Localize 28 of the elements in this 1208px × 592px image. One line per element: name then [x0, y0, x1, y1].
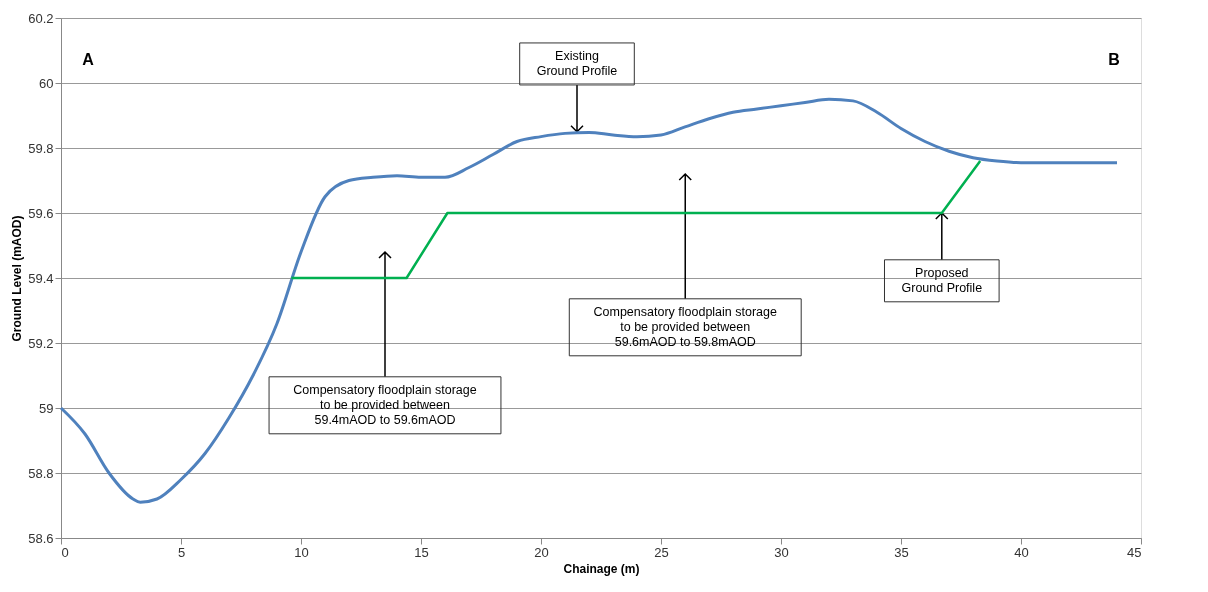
x-axis-title: Chainage (m)	[563, 561, 640, 576]
line-series	[59, 97, 1119, 504]
x-tick-label: 0	[61, 544, 69, 560]
x-tick-label: 5	[177, 544, 186, 560]
y-tick-label: 59.4	[28, 270, 54, 286]
y-tick-label: 60.2	[28, 10, 54, 26]
y-tick-label: 58.8	[28, 465, 54, 481]
x-tick-label: 35	[894, 544, 909, 560]
annotation: A	[82, 50, 95, 68]
x-tick-label: 45	[1127, 544, 1142, 560]
y-tick-label: 59.8	[28, 140, 54, 156]
x-tick-label: 10	[294, 544, 309, 560]
annotation: Compensatory floodplain storage to be provided between 59.4mAOD to 59.6mAOD	[293, 383, 477, 428]
annotation: B	[1108, 50, 1120, 68]
x-tick-label: 40	[1014, 544, 1029, 560]
y-tick-label: 59.6	[28, 205, 54, 221]
annotation: Existing Ground Profile	[536, 49, 618, 79]
y-tick-label: 60	[39, 75, 54, 91]
y-axis-title: Ground Level (mAOD)	[10, 215, 25, 342]
y-tick-label: 59	[39, 400, 54, 416]
x-tick-label: 30	[774, 544, 789, 560]
x-tick-label: 20	[534, 544, 549, 560]
x-tick-label: 15	[414, 544, 429, 560]
annotation: Proposed Ground Profile	[901, 266, 983, 296]
y-tick-label: 59.2	[28, 335, 54, 351]
x-tick-label: 25	[654, 544, 669, 560]
y-tick-label: 58.6	[28, 530, 54, 546]
annotation: Compensatory floodplain storage to be provided between 59.6mAOD to 59.8mAOD	[593, 305, 777, 350]
